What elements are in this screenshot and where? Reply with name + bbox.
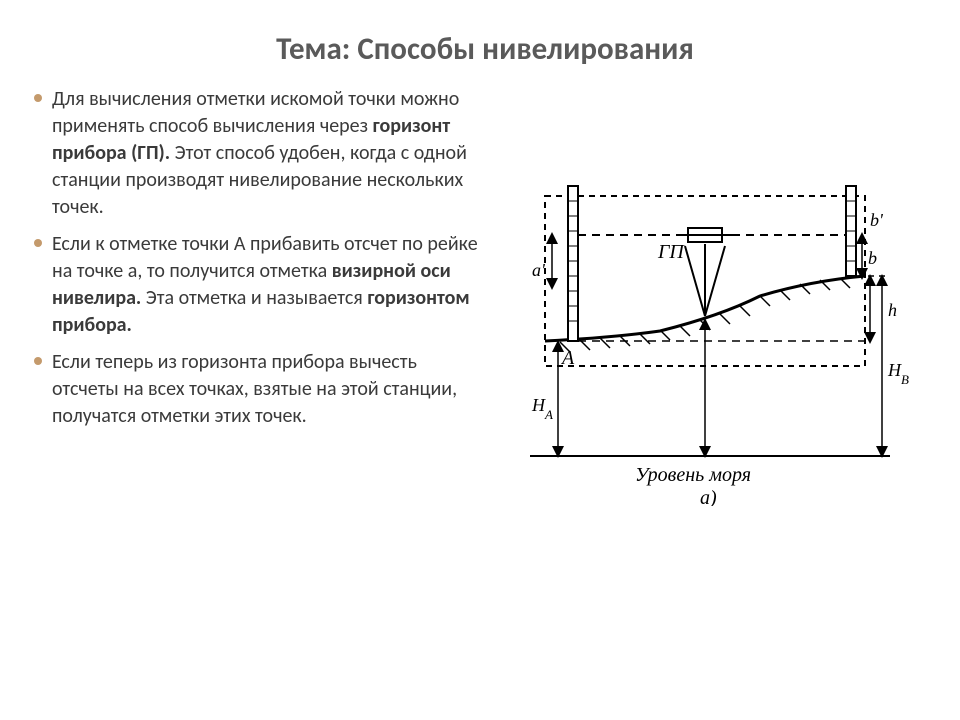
diagram-container: ГП a' b' b h А HA HB Уровень моря а) xyxy=(490,86,940,511)
label-b-reading: b xyxy=(868,248,877,268)
label-Ha: HA xyxy=(531,395,553,422)
label-gp: ГП xyxy=(657,241,685,263)
label-h: h xyxy=(888,300,897,320)
label-a-prime: a' xyxy=(532,260,546,280)
bullet-list: Для вычисления отметки искомой точки мож… xyxy=(30,86,480,430)
bullet-list-container: Для вычисления отметки искомой точки мож… xyxy=(30,86,480,511)
text-segment: Если теперь из горизонта прибора вычесть… xyxy=(52,350,457,428)
leveling-diagram: ГП a' b' b h А HA HB Уровень моря а) xyxy=(490,166,910,506)
label-sub: а) xyxy=(700,487,717,506)
label-A: А xyxy=(560,347,575,369)
label-Hb: HB xyxy=(887,360,909,387)
bullet-item: Для вычисления отметки искомой точки мож… xyxy=(30,86,480,221)
bullet-item: Если теперь из горизонта прибора вычесть… xyxy=(30,349,480,430)
label-b-prime: b' xyxy=(870,210,884,230)
content-row: Для вычисления отметки искомой точки мож… xyxy=(30,86,940,511)
page-title: Тема: Способы нивелирования xyxy=(30,30,940,68)
label-sea-level: Уровень моря xyxy=(635,464,751,486)
text-segment: Эта отметка и называется xyxy=(141,286,367,310)
bullet-item: Если к отметке точки А прибавить отсчет … xyxy=(30,231,480,339)
